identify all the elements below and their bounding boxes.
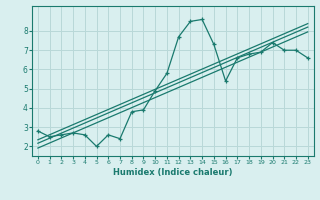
X-axis label: Humidex (Indice chaleur): Humidex (Indice chaleur) xyxy=(113,168,233,177)
